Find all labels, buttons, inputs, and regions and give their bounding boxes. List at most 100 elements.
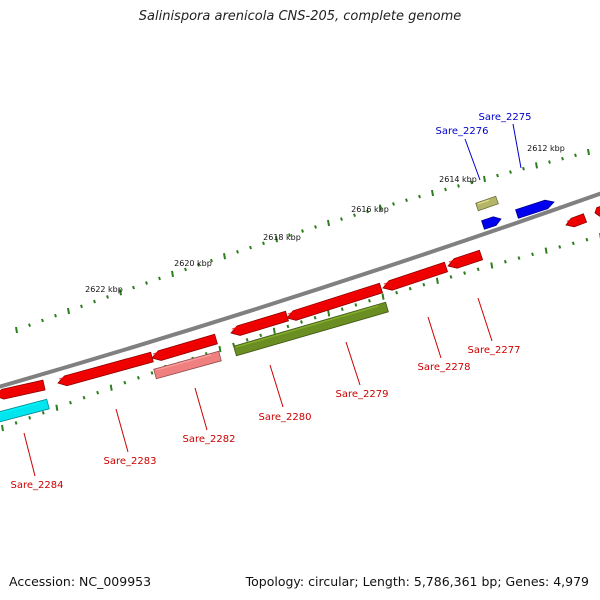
kbp-tick [150, 371, 154, 375]
kbp-tick [470, 180, 473, 185]
kbp-tick [381, 293, 385, 300]
kbp-label: 2616 kbp [351, 205, 389, 214]
gene-label[interactable]: Sare_2276 [436, 126, 489, 137]
gene-unnamed-reverse[interactable] [286, 282, 384, 321]
kbp-label: 2620 kbp [174, 259, 212, 268]
kbp-tick [272, 327, 276, 334]
kbp-tick [67, 307, 70, 315]
gene-partial-right[interactable] [565, 213, 588, 228]
kbp-tick [41, 410, 45, 415]
kbp-tick [531, 252, 534, 257]
kbp-tick [80, 304, 83, 309]
kbp-tick [574, 153, 577, 158]
kbp-tick [41, 318, 44, 323]
kbp-tick [503, 259, 507, 264]
kbp-tick [28, 323, 31, 328]
gene-unnamed-feature[interactable] [475, 195, 499, 212]
kbp-tick [517, 256, 521, 260]
gene-sare-2283[interactable] [57, 351, 154, 387]
kbp-tick [218, 345, 222, 353]
gene-sare-2282[interactable] [153, 350, 222, 380]
kbp-tick [28, 416, 32, 420]
gene-sare-2284[interactable] [0, 398, 50, 423]
kbp-tick [395, 290, 399, 295]
gene-sare-2280[interactable] [230, 310, 290, 336]
kbp-tick [109, 384, 113, 391]
kbp-tick [340, 307, 344, 311]
kbp-tick [418, 194, 421, 199]
gene-label[interactable]: Sare_2284 [11, 480, 64, 491]
kbp-tick [476, 267, 480, 272]
gene-leader-line [464, 138, 481, 181]
genome-summary: Topology: circular; Length: 5,786,361 bp… [245, 574, 589, 589]
kbp-tick [245, 338, 249, 342]
kbp-label: 2622 kbp [85, 285, 123, 294]
gene-label[interactable]: Sare_2283 [104, 456, 157, 467]
kbp-tick [14, 421, 18, 425]
kbp-tick [123, 380, 127, 385]
kbp-tick [571, 241, 575, 246]
kbp-tick [82, 395, 86, 400]
kbp-tick [119, 289, 122, 296]
gene-label[interactable]: Sare_2278 [418, 362, 471, 373]
kbp-tick [259, 333, 263, 338]
gene-leader-line [427, 316, 442, 359]
kbp-tick [313, 315, 317, 320]
kbp-tick [158, 276, 161, 281]
outer-kbp-ticks [15, 148, 590, 334]
kbp-tick [54, 313, 57, 318]
kbp-tick [431, 189, 434, 197]
kbp-tick [405, 198, 408, 203]
gene-label[interactable]: Sare_2279 [336, 389, 389, 400]
kbp-tick [300, 320, 303, 324]
gene-leader-line [23, 432, 36, 477]
accession-text: Accession: NC_009953 [9, 574, 152, 589]
gene-sare-2276[interactable] [481, 216, 502, 230]
kbp-tick [55, 404, 59, 411]
gene-leader-line [269, 364, 284, 408]
kbp-tick [314, 225, 317, 229]
kbp-tick [286, 324, 290, 329]
gene-partial-left[interactable] [0, 379, 46, 400]
kbp-tick [392, 202, 395, 206]
kbp-tick [457, 184, 460, 188]
kbp-tick [327, 310, 331, 317]
genome-backbone [0, 191, 600, 389]
kbp-tick [483, 175, 486, 183]
kbp-tick [1, 424, 4, 432]
kbp-tick [275, 236, 278, 243]
kbp-tick [340, 217, 343, 221]
kbp-tick [184, 267, 187, 272]
gene-label[interactable]: Sare_2280 [259, 412, 312, 423]
kbp-tick [587, 148, 590, 156]
kbp-tick [548, 160, 551, 164]
gene-unnamed-reverse-2[interactable] [151, 333, 218, 361]
kbp-tick [288, 233, 291, 237]
gene-sare-2275[interactable] [515, 199, 555, 219]
kbp-tick [496, 173, 499, 178]
genome-title: Salinispora arenicola CNS-205, complete … [138, 9, 462, 24]
kbp-tick [197, 263, 200, 267]
gene-label[interactable]: Sare_2275 [479, 112, 532, 123]
gene-sare-2278[interactable] [382, 261, 449, 291]
gene-leader-line [345, 341, 361, 386]
kbp-tick [354, 303, 358, 307]
gene-leader-line [477, 297, 493, 342]
kbp-tick [93, 299, 96, 304]
kbp-tick [379, 204, 382, 211]
kbp-tick [232, 342, 235, 347]
kbp-tick [223, 253, 226, 260]
kbp-tick [558, 245, 562, 249]
kbp-label: 2618 kbp [263, 233, 301, 242]
kbp-tick [236, 250, 239, 254]
gene-sare-2277[interactable] [447, 249, 484, 269]
kbp-tick [585, 237, 589, 242]
kbp-tick [422, 282, 426, 287]
kbp-tick [522, 166, 525, 171]
gene-partial-edge[interactable] [594, 206, 600, 217]
kbp-tick [327, 219, 330, 227]
gene-label[interactable]: Sare_2277 [468, 345, 521, 356]
kbp-tick [301, 229, 304, 233]
gene-label[interactable]: Sare_2282 [183, 434, 236, 445]
gene-sare-2279[interactable] [233, 301, 389, 357]
